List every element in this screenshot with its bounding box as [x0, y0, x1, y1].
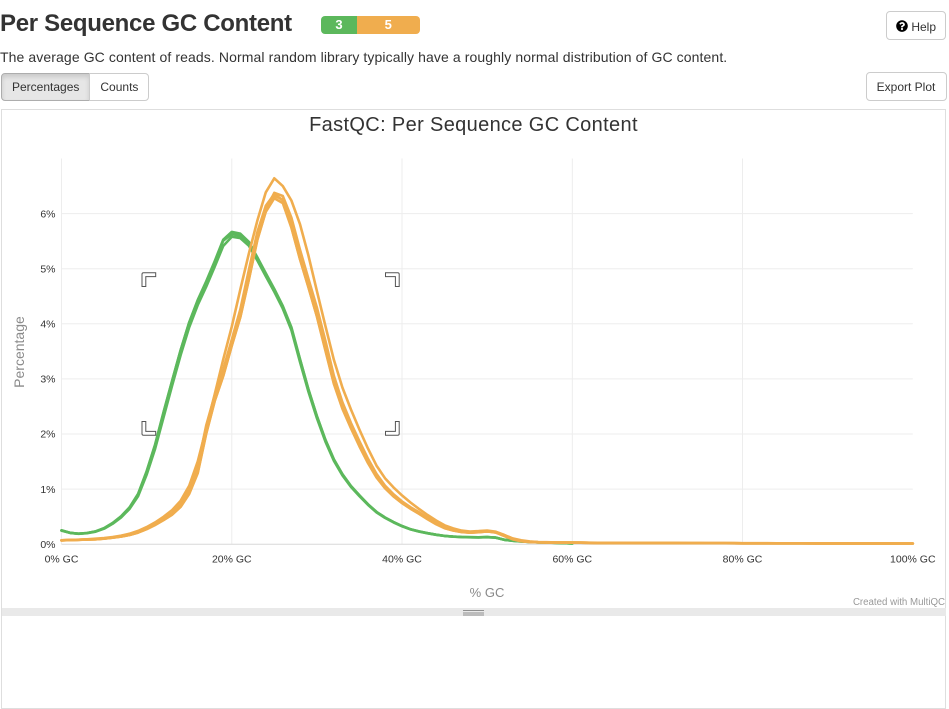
svg-text:0%: 0%	[40, 539, 55, 551]
svg-text:3%: 3%	[40, 374, 55, 386]
svg-text:40% GC: 40% GC	[382, 553, 422, 565]
svg-text:20% GC: 20% GC	[212, 553, 252, 565]
svg-text:60% GC: 60% GC	[552, 553, 592, 565]
svg-text:100% GC: 100% GC	[890, 553, 936, 565]
svg-text:2%: 2%	[40, 429, 55, 441]
svg-text:0% GC: 0% GC	[45, 553, 79, 565]
svg-text:1%: 1%	[40, 484, 55, 496]
svg-text:6%: 6%	[40, 208, 55, 220]
svg-text:80% GC: 80% GC	[723, 553, 763, 565]
svg-text:5%: 5%	[40, 263, 55, 275]
svg-text:4%: 4%	[40, 319, 55, 331]
